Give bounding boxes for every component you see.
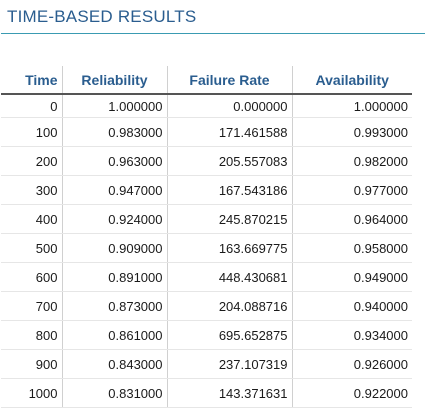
cell-time: 900: [1, 349, 62, 379]
cell-failure-rate: 0.000000: [166, 94, 292, 118]
table-header-row: Time Reliability Failure Rate Availabili…: [1, 66, 412, 95]
results-table: Time Reliability Failure Rate Availabili…: [1, 66, 412, 408]
cell-reliability: 0.963000: [61, 146, 167, 176]
cell-failure-rate: 204.088716: [166, 291, 292, 321]
cell-availability: 0.982000: [291, 146, 412, 176]
results-table-body: 0 1.000000 0.000000 1.000000 100 0.983000 171.…: [1, 94, 412, 408]
table-row: 1000 0.831000 143.371631 0.922000: [1, 378, 412, 408]
table-row: 700 0.873000 204.088716 0.940000: [1, 291, 412, 321]
cell-reliability: 0.843000: [61, 349, 167, 379]
cell-availability: 1.000000: [291, 94, 412, 118]
table-row: 100 0.983000 171.461588 0.993000: [1, 117, 412, 147]
cell-reliability: 0.861000: [61, 320, 167, 350]
cell-availability: 0.922000: [291, 378, 412, 408]
cell-reliability: 0.873000: [61, 291, 167, 321]
cell-reliability: 0.891000: [61, 262, 167, 292]
table-row: 900 0.843000 237.107319 0.926000: [1, 349, 412, 379]
column-header-time: Time: [1, 66, 62, 95]
cell-reliability: 0.831000: [61, 378, 167, 408]
cell-availability: 0.958000: [291, 233, 412, 263]
cell-time: 200: [1, 146, 62, 176]
cell-failure-rate: 163.669775: [166, 233, 292, 263]
cell-failure-rate: 237.107319: [166, 349, 292, 379]
cell-availability: 0.977000: [291, 175, 412, 205]
cell-failure-rate: 245.870215: [166, 204, 292, 234]
cell-failure-rate: 448.430681: [166, 262, 292, 292]
cell-time: 800: [1, 320, 62, 350]
cell-time: 300: [1, 175, 62, 205]
cell-time: 700: [1, 291, 62, 321]
table-row: 500 0.909000 163.669775 0.958000: [1, 233, 412, 263]
table-row: 800 0.861000 695.652875 0.934000: [1, 320, 412, 350]
cell-failure-rate: 171.461588: [166, 117, 292, 147]
cell-availability: 0.949000: [291, 262, 412, 292]
cell-availability: 0.940000: [291, 291, 412, 321]
cell-availability: 0.926000: [291, 349, 412, 379]
table-row: 300 0.947000 167.543186 0.977000: [1, 175, 412, 205]
table-row: 0 1.000000 0.000000 1.000000: [1, 94, 412, 118]
cell-reliability: 0.924000: [61, 204, 167, 234]
cell-failure-rate: 695.652875: [166, 320, 292, 350]
title-divider: [1, 33, 425, 34]
cell-reliability: 1.000000: [61, 94, 167, 118]
table-row: 600 0.891000 448.430681 0.949000: [1, 262, 412, 292]
table-row: 200 0.963000 205.557083 0.982000: [1, 146, 412, 176]
cell-reliability: 0.947000: [61, 175, 167, 205]
cell-reliability: 0.983000: [61, 117, 167, 147]
table-row: 400 0.924000 245.870215 0.964000: [1, 204, 412, 234]
cell-availability: 0.993000: [291, 117, 412, 147]
cell-time: 0: [1, 94, 62, 118]
cell-availability: 0.964000: [291, 204, 412, 234]
cell-failure-rate: 205.557083: [166, 146, 292, 176]
cell-time: 600: [1, 262, 62, 292]
cell-time: 1000: [1, 378, 62, 408]
cell-time: 400: [1, 204, 62, 234]
column-header-reliability: Reliability: [61, 66, 167, 95]
column-header-failure-rate: Failure Rate: [166, 66, 292, 95]
panel-title: TIME-BASED RESULTS: [7, 7, 197, 26]
cell-reliability: 0.909000: [61, 233, 167, 263]
cell-failure-rate: 143.371631: [166, 378, 292, 408]
column-header-availability: Availability: [291, 66, 412, 95]
cell-availability: 0.934000: [291, 320, 412, 350]
cell-time: 100: [1, 117, 62, 147]
cell-failure-rate: 167.543186: [166, 175, 292, 205]
cell-time: 500: [1, 233, 62, 263]
